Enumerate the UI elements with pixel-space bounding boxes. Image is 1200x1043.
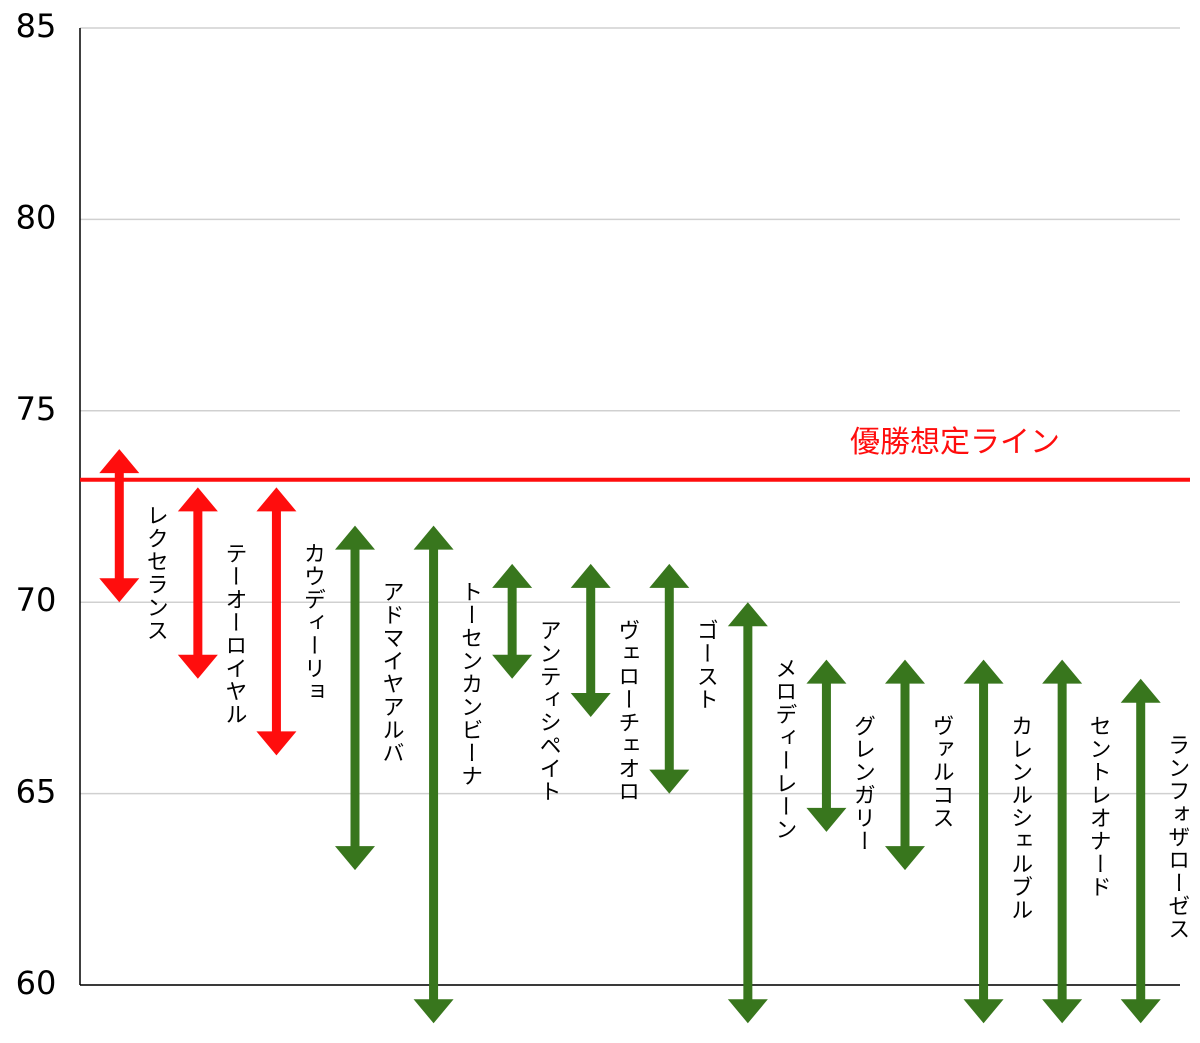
range-arrow	[806, 659, 847, 832]
category-label: ヴァルコス	[929, 715, 954, 830]
category-label: セントレオナード	[1086, 715, 1111, 899]
range-arrow	[492, 563, 533, 679]
range-arrow	[1120, 678, 1161, 1024]
category-label: ゴースト	[693, 619, 718, 711]
range-arrow	[413, 525, 454, 1024]
category-label: アンティシペイト	[536, 619, 561, 803]
category-label: グレンガリー	[850, 715, 875, 853]
category-label: アドマイヤアルバ	[379, 581, 404, 765]
threshold-label: 優勝想定ライン	[850, 425, 1060, 460]
y-tick-label: 85	[16, 7, 57, 45]
category-label: カウディーリョ	[300, 542, 325, 703]
range-arrow	[1042, 659, 1083, 1024]
range-arrow	[649, 563, 690, 794]
range-arrow	[177, 487, 218, 679]
range-arrow	[256, 487, 297, 756]
range-arrow	[335, 525, 375, 871]
category-label: レクセランス	[143, 504, 168, 642]
y-tick-label: 80	[16, 198, 57, 236]
range-arrow	[727, 602, 768, 1024]
category-label: カレンルシェルブル	[1007, 715, 1032, 922]
category-label: ランフォザローゼス	[1164, 734, 1189, 941]
y-tick-label: 75	[16, 390, 57, 428]
range-arrow	[99, 449, 140, 603]
range-arrow	[570, 563, 611, 718]
y-tick-label: 65	[16, 773, 57, 811]
category-label: メロディーレーン	[771, 657, 796, 841]
y-tick-label: 70	[16, 581, 57, 619]
range-arrow	[885, 659, 925, 871]
range-arrow	[963, 659, 1004, 1024]
y-tick-label: 60	[16, 964, 57, 1002]
category-label: ヴェローチェオロ	[614, 619, 639, 803]
category-label: テーオーロイヤル	[221, 542, 246, 726]
category-label: トーセンカンビーナ	[457, 581, 482, 788]
